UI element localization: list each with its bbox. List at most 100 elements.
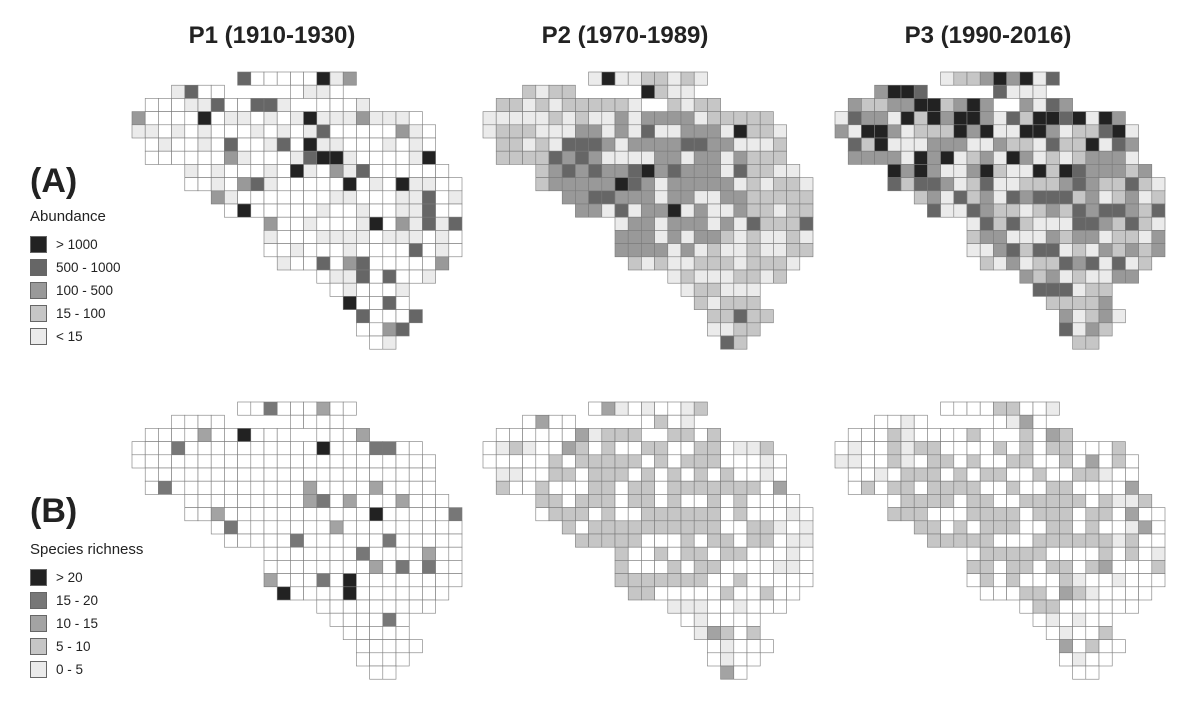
grid-cell (927, 190, 941, 205)
grid-cell (395, 137, 410, 152)
grid-cell (303, 230, 318, 244)
grid-cell (627, 190, 642, 205)
grid-cell (316, 190, 331, 205)
grid-cell (1059, 520, 1073, 535)
grid-cell (1045, 546, 1060, 561)
grid-cell (575, 441, 589, 456)
grid-cell (575, 98, 589, 112)
grid-cell (158, 428, 172, 442)
grid-cell (874, 150, 889, 165)
grid-cell (627, 256, 642, 271)
grid-cell (158, 150, 172, 165)
grid-cell (1006, 546, 1021, 561)
grid-cell (382, 560, 397, 574)
grid-cell (1111, 164, 1126, 178)
grid-cell (316, 480, 331, 495)
grid-cell (1098, 494, 1113, 508)
grid-cell (561, 507, 576, 522)
grid-cell (641, 256, 655, 271)
grid-cell (720, 599, 735, 614)
grid-cell (940, 507, 955, 522)
grid-cell (561, 494, 576, 508)
grid-cell (667, 216, 682, 231)
grid-cell (408, 599, 423, 614)
grid-cell (263, 573, 278, 588)
grid-cell (290, 124, 304, 139)
grid-cell (1085, 520, 1100, 535)
grid-cell (614, 573, 629, 588)
grid-cell (733, 467, 748, 482)
grid-cell (927, 111, 941, 126)
grid-cell (395, 454, 410, 469)
grid-cell (940, 177, 955, 192)
grid-cell (707, 560, 721, 574)
grid-cell (1138, 203, 1153, 218)
grid-cell (759, 111, 774, 126)
grid-cell (1019, 177, 1034, 192)
row-label-a: (A) (30, 162, 78, 200)
grid-cell (773, 586, 787, 601)
grid-cell (303, 467, 318, 482)
grid-cell (342, 111, 357, 126)
grid-cell (495, 98, 510, 112)
grid-cell (799, 546, 814, 561)
grid-cell (369, 560, 384, 574)
grid-cell (720, 507, 735, 522)
grid-cell (422, 230, 436, 244)
grid-cell (746, 216, 761, 231)
grid-cell (773, 256, 787, 271)
grid-cell (913, 164, 928, 178)
legend-swatch (30, 661, 47, 678)
grid-cell (171, 124, 186, 139)
grid-cell (369, 586, 384, 601)
grid-cell (382, 639, 397, 654)
grid-cell (1085, 322, 1100, 337)
grid-cell (614, 164, 629, 178)
grid-cell (707, 520, 721, 535)
grid-cell (654, 573, 669, 588)
grid-cell (1072, 639, 1087, 654)
grid-cell (693, 256, 708, 271)
grid-cell (276, 71, 291, 86)
grid-cell (707, 467, 721, 482)
grid-cell (1098, 599, 1113, 614)
grid-cell (1072, 599, 1087, 614)
legend-abundance: Abundance > 1000 500 - 1000 100 - 500 15… (30, 208, 121, 348)
grid-cell (654, 84, 669, 99)
grid-cell (535, 111, 550, 126)
grid-cell (224, 164, 238, 178)
grid-cell (303, 414, 318, 429)
grid-cell (276, 256, 291, 271)
grid-cell (1072, 296, 1087, 310)
grid-cell (588, 150, 603, 165)
grid-cell (1032, 428, 1047, 442)
grid-cell (953, 98, 968, 112)
grid-cell (210, 190, 225, 205)
grid-cell (1006, 507, 1021, 522)
grid-cell (1111, 639, 1126, 654)
grid-cell (654, 216, 669, 231)
grid-cell (627, 467, 642, 482)
legend-label: > 20 (56, 570, 83, 585)
grid-cell (1125, 467, 1139, 482)
grid-cell (422, 467, 436, 482)
grid-cell (1072, 256, 1087, 271)
grid-cell (1111, 190, 1126, 205)
grid-cell (224, 203, 238, 218)
grid-cell (342, 296, 357, 310)
grid-cell (276, 467, 291, 482)
grid-cell (263, 177, 278, 192)
grid-cell (746, 520, 761, 535)
grid-cell (953, 494, 968, 508)
grid-cell (1032, 177, 1047, 192)
grid-cell (680, 190, 695, 205)
grid-cell (535, 124, 550, 139)
grid-cell (1125, 454, 1139, 469)
grid-cell (654, 190, 669, 205)
grid-cell (158, 480, 172, 495)
grid-cell (680, 533, 695, 548)
grid-cell (874, 480, 889, 495)
grid-cell (667, 269, 682, 284)
grid-cell (1125, 164, 1139, 178)
grid-cell (1072, 546, 1087, 561)
